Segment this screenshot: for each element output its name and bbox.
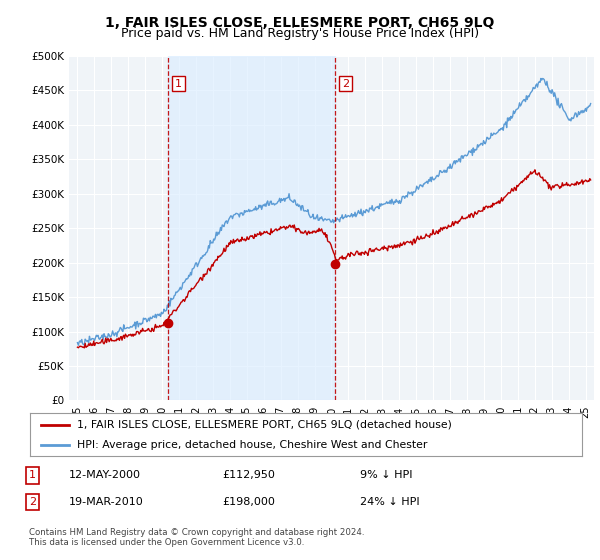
Text: 1: 1 xyxy=(175,78,182,88)
Text: Contains HM Land Registry data © Crown copyright and database right 2024.
This d: Contains HM Land Registry data © Crown c… xyxy=(29,528,364,547)
Text: 12-MAY-2000: 12-MAY-2000 xyxy=(69,470,141,480)
Text: HPI: Average price, detached house, Cheshire West and Chester: HPI: Average price, detached house, Ches… xyxy=(77,440,427,450)
Text: £198,000: £198,000 xyxy=(222,497,275,507)
Text: 19-MAR-2010: 19-MAR-2010 xyxy=(69,497,144,507)
Text: 9% ↓ HPI: 9% ↓ HPI xyxy=(360,470,413,480)
Text: 1, FAIR ISLES CLOSE, ELLESMERE PORT, CH65 9LQ (detached house): 1, FAIR ISLES CLOSE, ELLESMERE PORT, CH6… xyxy=(77,419,452,430)
Text: Price paid vs. HM Land Registry's House Price Index (HPI): Price paid vs. HM Land Registry's House … xyxy=(121,27,479,40)
Text: 2: 2 xyxy=(29,497,36,507)
Text: 1, FAIR ISLES CLOSE, ELLESMERE PORT, CH65 9LQ: 1, FAIR ISLES CLOSE, ELLESMERE PORT, CH6… xyxy=(106,16,494,30)
Bar xyxy=(168,56,335,400)
Text: 24% ↓ HPI: 24% ↓ HPI xyxy=(360,497,419,507)
Text: £112,950: £112,950 xyxy=(222,470,275,480)
Text: 1: 1 xyxy=(29,470,36,480)
Text: 2: 2 xyxy=(342,78,349,88)
